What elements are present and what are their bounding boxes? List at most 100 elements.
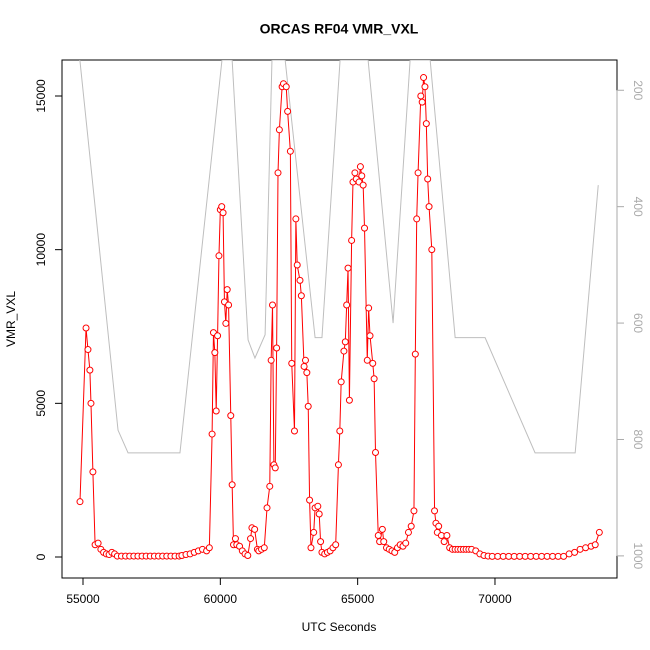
data-point bbox=[300, 362, 308, 370]
data-point bbox=[334, 461, 342, 469]
data-point bbox=[341, 338, 349, 346]
data-point bbox=[435, 522, 443, 530]
y2-tick-label: 800 bbox=[631, 429, 645, 449]
data-point bbox=[369, 359, 377, 367]
data-point bbox=[76, 498, 84, 506]
y-tick-label: 0 bbox=[34, 553, 48, 560]
data-point bbox=[292, 215, 300, 223]
data-point bbox=[443, 531, 451, 539]
data-point bbox=[304, 402, 312, 410]
data-point bbox=[288, 359, 296, 367]
x-tick-label: 55000 bbox=[66, 592, 100, 606]
data-point bbox=[404, 528, 412, 536]
data-point bbox=[337, 378, 345, 386]
data-point bbox=[315, 510, 323, 518]
y2-tick-label: 600 bbox=[631, 313, 645, 333]
data-point bbox=[89, 468, 97, 476]
data-point bbox=[428, 246, 436, 254]
data-point bbox=[266, 482, 274, 490]
data-point bbox=[244, 551, 252, 559]
data-point bbox=[431, 507, 439, 515]
data-point bbox=[348, 236, 356, 244]
data-point bbox=[591, 541, 599, 549]
data-point bbox=[425, 203, 433, 211]
data-point bbox=[228, 481, 236, 489]
data-point bbox=[273, 344, 281, 352]
data-point bbox=[340, 347, 348, 355]
data-point bbox=[263, 504, 271, 512]
data-point bbox=[84, 346, 92, 354]
data-point bbox=[82, 324, 90, 332]
data-point bbox=[356, 163, 364, 171]
y-tick-label: 10000 bbox=[34, 233, 48, 267]
data-point bbox=[420, 74, 428, 82]
data-point bbox=[380, 538, 388, 546]
data-point bbox=[359, 181, 367, 189]
data-point bbox=[225, 301, 233, 309]
data-point bbox=[212, 407, 220, 415]
data-point bbox=[284, 107, 292, 115]
data-point bbox=[274, 169, 282, 177]
data-point bbox=[218, 203, 226, 211]
data-point bbox=[358, 172, 366, 180]
data-point bbox=[267, 356, 275, 364]
data-point bbox=[307, 544, 315, 552]
data-point bbox=[282, 83, 290, 91]
y-tick-label: 15000 bbox=[34, 79, 48, 113]
data-point bbox=[87, 399, 95, 407]
data-point bbox=[269, 301, 277, 309]
x-axis-label: UTC Seconds bbox=[302, 620, 377, 634]
data-point bbox=[363, 356, 371, 364]
x-tick-label: 65000 bbox=[341, 592, 375, 606]
data-point bbox=[301, 356, 309, 364]
data-point bbox=[219, 209, 227, 217]
data-point bbox=[275, 126, 283, 134]
data-point bbox=[314, 502, 322, 510]
data-point bbox=[310, 528, 318, 536]
chart-title: ORCAS RF04 VMR_VXL bbox=[260, 21, 419, 37]
data-point bbox=[374, 531, 382, 539]
data-point bbox=[290, 427, 298, 435]
data-point bbox=[231, 535, 239, 543]
data-point bbox=[297, 292, 305, 300]
data-point bbox=[365, 304, 373, 312]
y2-tick-label: 1000 bbox=[631, 543, 645, 570]
data-point bbox=[222, 319, 230, 327]
data-point bbox=[336, 427, 344, 435]
data-point bbox=[94, 539, 102, 547]
data-point bbox=[407, 522, 415, 530]
data-point bbox=[372, 449, 380, 457]
plot-area bbox=[76, 60, 603, 560]
data-point bbox=[595, 528, 603, 536]
data-point bbox=[417, 92, 425, 100]
y2-tick-label: 400 bbox=[631, 197, 645, 217]
data-point bbox=[418, 98, 426, 106]
data-point bbox=[306, 496, 314, 504]
data-point bbox=[86, 366, 94, 374]
data-point bbox=[440, 538, 448, 546]
data-point bbox=[344, 264, 352, 272]
data-point bbox=[571, 548, 579, 556]
data-point bbox=[366, 332, 374, 340]
data-point bbox=[351, 169, 359, 177]
data-point bbox=[303, 369, 311, 377]
data-point bbox=[414, 169, 422, 177]
data-point bbox=[424, 175, 432, 183]
x-tick-label: 60000 bbox=[204, 592, 238, 606]
data-point bbox=[332, 541, 340, 549]
data-point bbox=[421, 83, 429, 91]
data-point bbox=[293, 261, 301, 269]
data-point bbox=[227, 412, 235, 420]
y2-tick-label: 200 bbox=[631, 80, 645, 100]
data-point bbox=[413, 215, 421, 223]
data-point bbox=[411, 350, 419, 358]
data-point bbox=[345, 396, 353, 404]
data-point bbox=[286, 147, 294, 155]
data-point bbox=[223, 286, 231, 294]
data-point bbox=[215, 252, 223, 260]
data-point bbox=[317, 538, 325, 546]
data-point bbox=[214, 332, 222, 340]
data-point bbox=[247, 535, 255, 543]
data-point bbox=[343, 301, 351, 309]
